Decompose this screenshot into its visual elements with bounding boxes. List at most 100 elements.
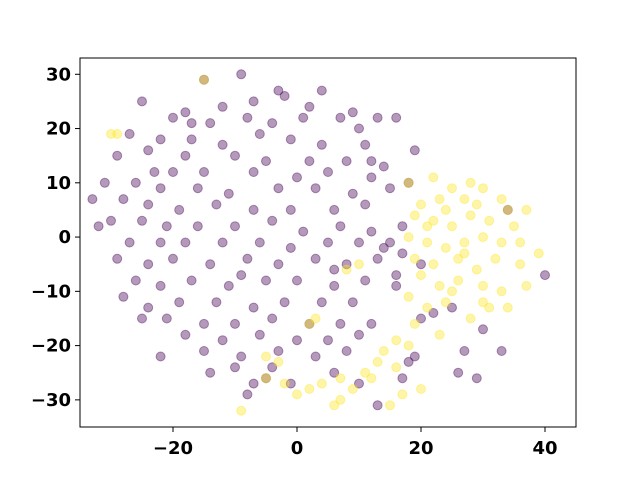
data-point bbox=[354, 329, 364, 340]
data-point bbox=[447, 221, 457, 232]
data-point bbox=[391, 280, 402, 291]
data-point bbox=[174, 297, 185, 308]
data-point bbox=[186, 134, 197, 145]
data-point bbox=[502, 204, 513, 215]
data-point bbox=[329, 367, 340, 378]
data-point bbox=[378, 242, 389, 253]
y-tick-label: −20 bbox=[31, 336, 71, 357]
data-point bbox=[112, 129, 123, 139]
data-point bbox=[298, 112, 309, 123]
data-point bbox=[304, 318, 315, 329]
data-point bbox=[242, 253, 253, 264]
data-point bbox=[329, 280, 340, 291]
data-point bbox=[292, 275, 302, 286]
data-point bbox=[391, 335, 402, 346]
data-point bbox=[261, 351, 271, 362]
data-point bbox=[186, 118, 197, 129]
data-point bbox=[161, 221, 172, 232]
data-point bbox=[273, 259, 284, 270]
data-point bbox=[285, 242, 296, 253]
data-point bbox=[316, 297, 327, 308]
data-point bbox=[378, 346, 389, 356]
data-point bbox=[87, 194, 98, 205]
data-point bbox=[304, 318, 315, 329]
data-point bbox=[440, 204, 451, 215]
data-point bbox=[230, 221, 240, 232]
data-point bbox=[366, 226, 377, 237]
data-point bbox=[372, 356, 383, 367]
data-point bbox=[323, 167, 333, 177]
data-point bbox=[143, 145, 154, 156]
y-tick-label: −10 bbox=[31, 281, 71, 302]
data-point bbox=[279, 91, 290, 101]
data-point bbox=[304, 156, 315, 167]
data-point bbox=[292, 335, 302, 346]
data-point bbox=[230, 318, 240, 329]
data-point bbox=[409, 351, 420, 362]
data-point bbox=[174, 204, 185, 215]
data-point bbox=[223, 188, 234, 199]
data-point bbox=[360, 139, 371, 150]
data-point bbox=[360, 367, 371, 378]
data-point bbox=[223, 280, 234, 291]
data-point bbox=[416, 313, 426, 324]
data-point bbox=[161, 313, 172, 324]
data-point bbox=[143, 302, 154, 313]
x-axis: −20 0 20 40 bbox=[153, 427, 558, 459]
x-tick-label: 40 bbox=[532, 438, 557, 459]
data-point bbox=[304, 384, 315, 394]
data-point bbox=[471, 373, 482, 384]
data-point bbox=[217, 139, 228, 150]
data-point bbox=[378, 161, 389, 172]
data-point bbox=[416, 199, 426, 210]
data-point bbox=[199, 346, 209, 356]
data-point bbox=[168, 167, 178, 177]
data-point bbox=[149, 167, 160, 177]
data-point bbox=[416, 259, 426, 270]
data-point bbox=[496, 286, 507, 297]
y-tick-label: 20 bbox=[46, 119, 71, 140]
data-point bbox=[335, 221, 346, 232]
data-point bbox=[447, 286, 457, 297]
data-point bbox=[403, 340, 414, 351]
data-point bbox=[99, 177, 110, 188]
data-point bbox=[273, 183, 284, 194]
data-point bbox=[391, 270, 402, 281]
x-tick-label: 20 bbox=[408, 438, 433, 459]
data-point bbox=[155, 351, 166, 362]
data-point bbox=[112, 253, 123, 264]
data-point bbox=[515, 259, 526, 270]
data-point bbox=[478, 183, 488, 194]
data-point bbox=[180, 150, 191, 161]
data-point bbox=[341, 346, 352, 356]
data-point bbox=[130, 275, 141, 286]
data-point bbox=[403, 356, 414, 367]
data-point bbox=[199, 74, 209, 85]
data-point bbox=[496, 194, 507, 205]
data-point bbox=[124, 237, 135, 248]
data-point bbox=[254, 129, 265, 139]
data-point bbox=[354, 378, 364, 389]
data-point bbox=[347, 188, 358, 199]
data-point bbox=[397, 389, 408, 400]
data-point bbox=[316, 85, 327, 96]
data-point bbox=[416, 384, 426, 394]
data-point bbox=[236, 270, 247, 281]
data-point bbox=[205, 118, 216, 129]
data-point bbox=[155, 280, 166, 291]
data-point bbox=[236, 69, 247, 80]
data-point bbox=[279, 378, 290, 389]
data-point bbox=[292, 172, 302, 183]
data-point bbox=[403, 291, 414, 302]
data-point bbox=[453, 367, 464, 378]
data-point bbox=[385, 183, 395, 194]
data-point bbox=[267, 362, 278, 373]
data-point bbox=[347, 297, 358, 308]
data-point bbox=[118, 291, 129, 302]
data-point bbox=[199, 74, 209, 85]
data-point bbox=[168, 253, 178, 264]
data-point bbox=[502, 302, 513, 313]
data-point bbox=[211, 199, 222, 210]
data-point bbox=[515, 237, 526, 248]
data-point bbox=[459, 237, 470, 248]
